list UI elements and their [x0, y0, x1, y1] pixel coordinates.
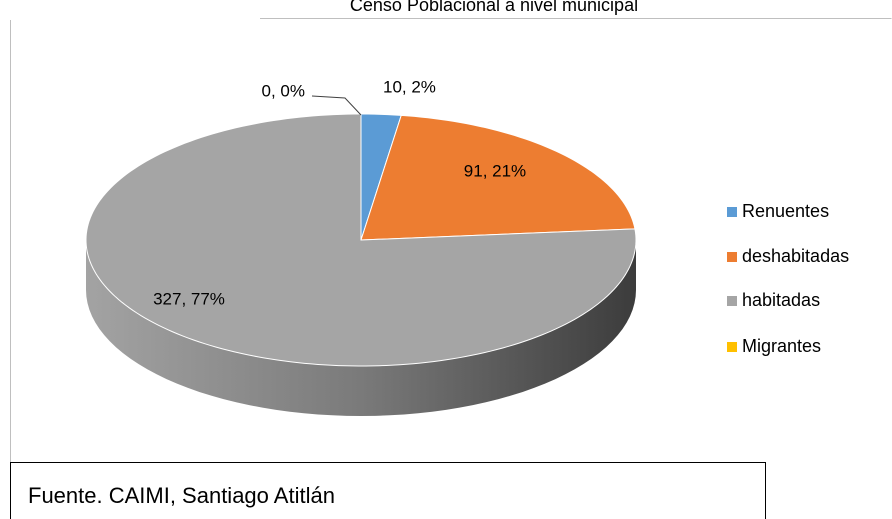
- legend-label: habitadas: [742, 290, 820, 310]
- legend-label: Migrantes: [742, 336, 821, 356]
- leader-line: [311, 95, 362, 116]
- slice: [360, 114, 636, 241]
- legend-swatch: [727, 296, 737, 306]
- data-label: 91, 21%: [464, 161, 526, 180]
- legend-swatch: [727, 207, 737, 217]
- data-label: 0, 0%: [262, 81, 305, 100]
- pie: 10, 2% 91, 21% 327, 77% 0, 0%: [85, 77, 637, 416]
- footer-text: Fuente. CAIMI, Santiago Atitlán: [28, 483, 335, 508]
- legend-swatch: [727, 252, 737, 262]
- legend-swatch: [727, 342, 737, 352]
- slice-side: [86, 240, 636, 416]
- legend-label: Renuentes: [742, 201, 829, 221]
- chart-title: Censo Poblacional a nivel municipal: [350, 0, 638, 15]
- footer-box: [10, 462, 766, 519]
- data-label: 10, 2%: [383, 77, 436, 96]
- legend-label: deshabitadas: [742, 246, 849, 266]
- legend: Renuentes deshabitadas habitadas Migrantes: [727, 201, 849, 356]
- data-label: 327, 77%: [153, 289, 225, 308]
- title-gap: [10, 18, 260, 20]
